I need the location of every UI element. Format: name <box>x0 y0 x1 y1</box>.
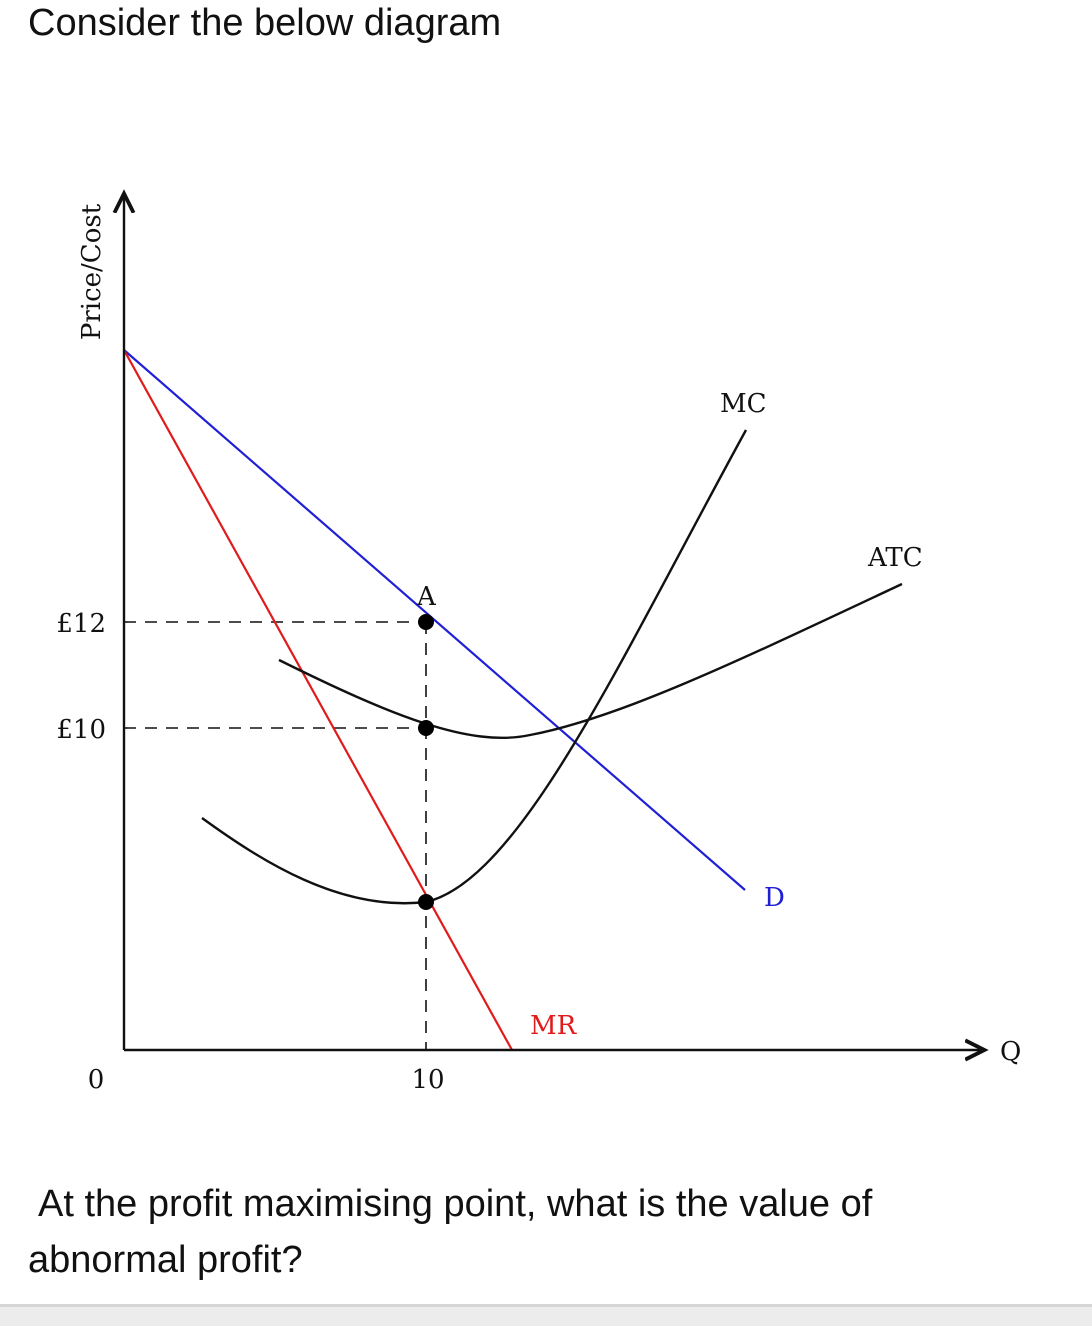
mc-label: MC <box>720 389 767 419</box>
atc-label: ATC <box>867 543 923 573</box>
intro-text: Consider the below diagram <box>28 2 502 44</box>
atc-point-marker <box>418 720 434 736</box>
demand-label: D <box>764 883 785 913</box>
monopoly-diagram: Price/Cost Q 0 £12 £10 10 A MC ATC D MR <box>56 0 1021 1095</box>
question-text: At the profit maximising point, what is … <box>28 1183 873 1281</box>
mc-curve <box>201 429 748 905</box>
y-axis-label: Price/Cost <box>77 203 107 340</box>
atc-curve <box>278 582 903 739</box>
origin-label: 0 <box>88 1065 105 1095</box>
point-a-label: A <box>416 582 437 612</box>
demand-curve <box>123 349 746 891</box>
quantity-tick-10: 10 <box>411 1065 444 1095</box>
price-tick-10: £10 <box>56 715 106 745</box>
bottom-divider <box>0 1304 1092 1326</box>
point-a-marker <box>418 614 434 630</box>
marginal-revenue-curve <box>123 349 513 1051</box>
x-axis-label: Q <box>1000 1037 1021 1067</box>
mc-mr-intersection-marker <box>418 894 434 910</box>
price-tick-12: £12 <box>56 609 106 639</box>
mr-label: MR <box>530 1011 578 1041</box>
